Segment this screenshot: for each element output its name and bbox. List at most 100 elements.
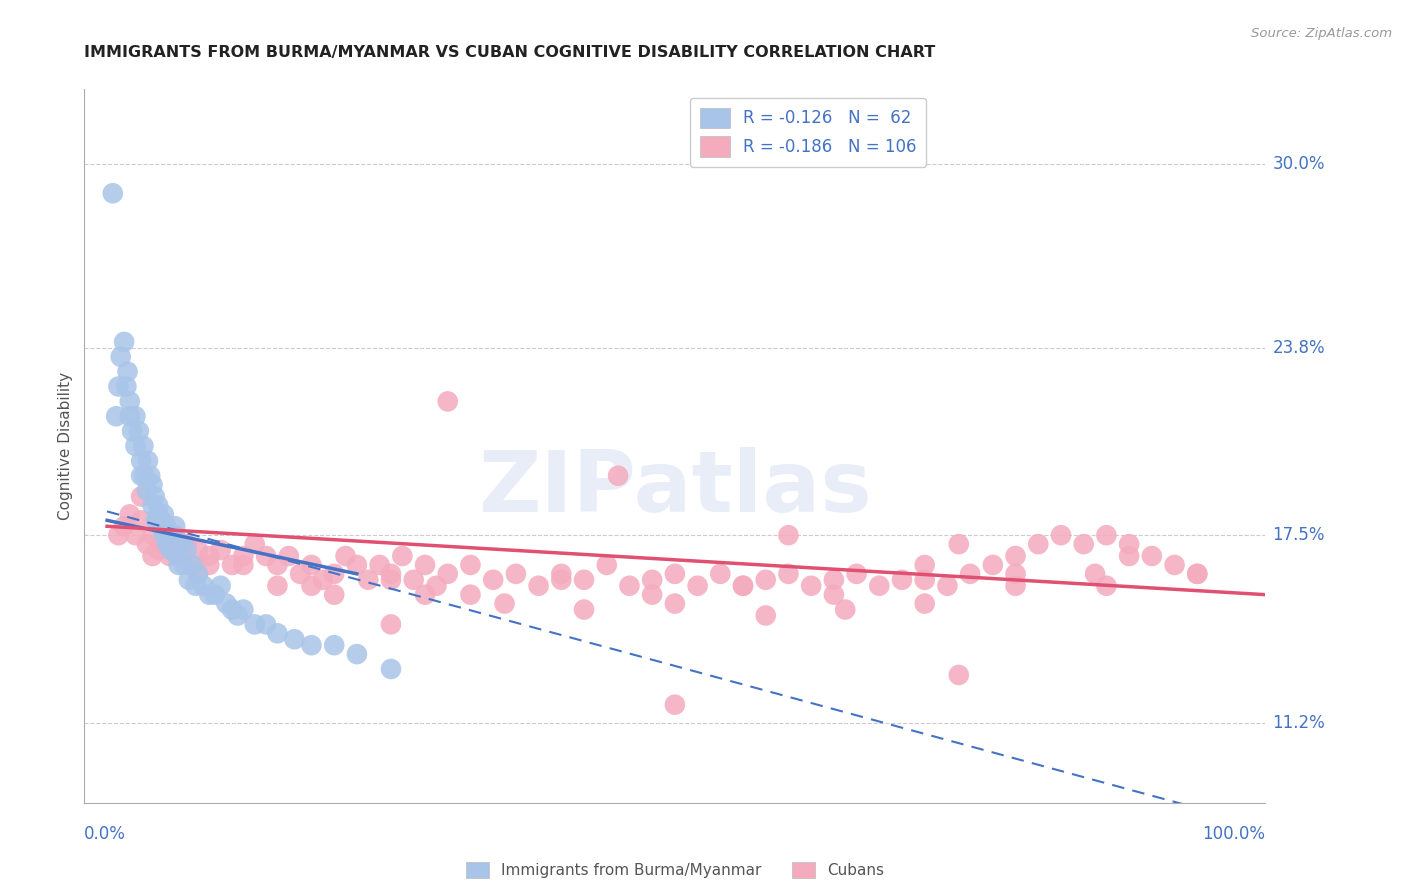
Point (156, 537, 179, 551)
Point (135, 483, 157, 498)
Point (243, 617, 266, 632)
Point (436, 394, 458, 409)
Point (1084, 566, 1107, 581)
Point (1004, 566, 1026, 581)
Point (1140, 549, 1163, 563)
Point (129, 454, 152, 468)
Point (346, 558, 368, 572)
Text: 30.0%: 30.0% (1272, 154, 1324, 172)
Point (283, 632, 305, 647)
Point (323, 566, 346, 581)
Point (124, 409, 146, 424)
Point (165, 543, 187, 558)
Point (312, 573, 335, 587)
Point (132, 439, 155, 453)
Point (460, 588, 482, 602)
Point (1187, 566, 1209, 581)
Point (139, 468, 162, 483)
Point (664, 698, 686, 712)
Point (124, 528, 146, 542)
Point (413, 588, 436, 602)
Point (460, 558, 482, 572)
Text: 23.8%: 23.8% (1272, 339, 1324, 357)
Point (145, 513, 167, 527)
Point (187, 566, 209, 581)
Point (731, 579, 754, 593)
Point (505, 566, 527, 581)
Point (146, 499, 169, 513)
Point (596, 558, 619, 572)
Point (686, 579, 709, 593)
Point (731, 579, 754, 593)
Point (159, 549, 181, 563)
Point (129, 468, 152, 483)
Point (1163, 558, 1185, 572)
Point (107, 379, 129, 393)
Point (134, 468, 156, 483)
Point (226, 608, 249, 623)
Point (778, 528, 800, 542)
Point (868, 579, 890, 593)
Point (778, 566, 800, 581)
Point (112, 334, 135, 349)
Point (981, 558, 1004, 572)
Point (204, 588, 226, 602)
Point (165, 519, 187, 533)
Point (209, 579, 232, 593)
Point (413, 558, 436, 572)
Point (254, 549, 277, 563)
Point (301, 558, 323, 572)
Point (170, 549, 193, 563)
Point (436, 566, 458, 581)
Point (425, 579, 447, 593)
Point (755, 573, 778, 587)
Point (380, 573, 402, 587)
Point (153, 508, 176, 522)
Point (1187, 566, 1209, 581)
Point (845, 566, 868, 581)
Point (128, 424, 150, 438)
Point (288, 566, 311, 581)
Point (277, 549, 299, 563)
Point (129, 490, 152, 504)
Point (198, 549, 221, 563)
Text: 100.0%: 100.0% (1202, 825, 1265, 843)
Point (494, 597, 516, 611)
Point (176, 543, 198, 558)
Point (1118, 537, 1140, 551)
Text: 17.5%: 17.5% (1272, 526, 1324, 544)
Point (146, 543, 169, 558)
Point (198, 558, 221, 572)
Point (266, 558, 288, 572)
Point (1004, 579, 1026, 593)
Point (380, 566, 402, 581)
Point (834, 602, 856, 616)
Point (141, 477, 163, 491)
Point (146, 508, 169, 522)
Point (243, 537, 266, 551)
Text: 0.0%: 0.0% (84, 825, 127, 843)
Point (129, 513, 152, 527)
Point (1118, 549, 1140, 563)
Point (143, 490, 166, 504)
Point (380, 617, 402, 632)
Point (914, 573, 936, 587)
Point (107, 528, 129, 542)
Point (187, 543, 209, 558)
Point (167, 558, 190, 572)
Point (135, 537, 157, 551)
Point (1026, 537, 1049, 551)
Point (1073, 537, 1095, 551)
Point (136, 454, 159, 468)
Point (150, 513, 173, 527)
Point (641, 573, 664, 587)
Point (301, 638, 323, 652)
Point (254, 617, 277, 632)
Point (215, 597, 238, 611)
Legend: R = -0.126   N =  62, R = -0.186   N = 106: R = -0.126 N = 62, R = -0.186 N = 106 (689, 97, 927, 167)
Point (118, 508, 141, 522)
Point (187, 566, 209, 581)
Point (550, 566, 572, 581)
Point (572, 573, 595, 587)
Point (664, 597, 686, 611)
